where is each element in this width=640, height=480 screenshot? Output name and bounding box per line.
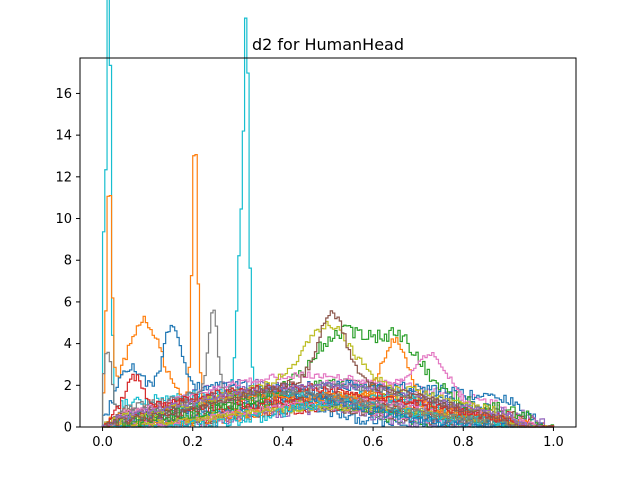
chart-title: d2 for HumanHead [252,35,404,54]
x-tick-label: 1.0 [543,435,564,450]
plot-frame [79,57,577,428]
y-tick-label: 6 [64,295,72,310]
y-tick-label: 16 [55,87,72,102]
y-tick-label: 14 [55,129,72,144]
y-tick-label: 4 [64,337,72,352]
histogram-series-purple [101,381,554,428]
x-axis: 0.0 0.2 0.4 0.6 0.8 1.0 [92,427,564,450]
x-tick-label: 0.6 [363,435,384,450]
y-tick-label: 12 [55,170,72,185]
histogram-series-orange-spiky [101,154,554,428]
y-tick-label: 8 [64,254,72,269]
histogram-series-cyan-spiky [101,0,554,428]
y-tick-label: 2 [64,379,72,394]
histogram-series-brown [101,310,554,428]
y-axis: 0 2 4 6 8 10 12 14 16 [55,87,80,436]
series-layer [101,0,555,428]
histogram-series-background [102,403,554,428]
x-tick-label: 0.4 [273,435,294,450]
x-tick-label: 0.8 [453,435,474,450]
x-tick-label: 0.0 [92,435,113,450]
histogram-series-gray [101,309,555,428]
histogram-series-blue [101,324,555,428]
x-tick-label: 0.2 [182,435,203,450]
y-tick-label: 10 [55,212,72,227]
y-tick-label: 0 [64,421,72,436]
